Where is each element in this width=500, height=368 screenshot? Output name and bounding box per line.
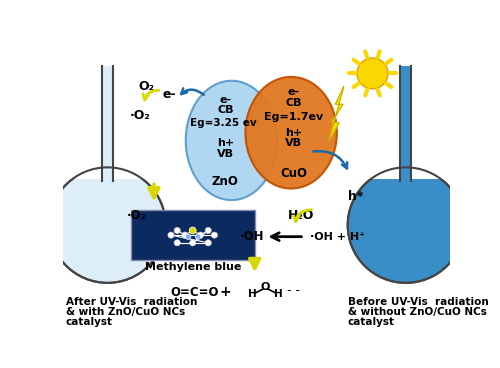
Circle shape xyxy=(212,232,218,238)
Bar xyxy=(346,106,466,179)
Text: catalyst: catalyst xyxy=(66,317,112,327)
Text: VB: VB xyxy=(217,149,234,159)
Bar xyxy=(48,106,167,179)
Circle shape xyxy=(174,240,180,246)
Text: e-: e- xyxy=(288,87,300,97)
Text: O: O xyxy=(261,283,270,293)
Circle shape xyxy=(189,227,196,234)
Text: - -: - - xyxy=(287,284,300,297)
Text: & with ZnO/CuO NCs: & with ZnO/CuO NCs xyxy=(66,307,185,317)
Text: h+: h+ xyxy=(285,128,302,138)
Circle shape xyxy=(205,240,212,246)
Circle shape xyxy=(190,227,196,234)
Text: Eg=1.7ev: Eg=1.7ev xyxy=(264,112,323,121)
Text: ZnO: ZnO xyxy=(212,175,238,188)
Text: O₂: O₂ xyxy=(138,80,154,93)
Circle shape xyxy=(198,232,203,238)
Circle shape xyxy=(348,167,464,283)
Text: Methylene blue: Methylene blue xyxy=(144,262,241,272)
Text: CB: CB xyxy=(285,98,302,108)
Text: e-: e- xyxy=(219,95,232,105)
Text: H: H xyxy=(274,289,283,299)
Circle shape xyxy=(190,240,196,246)
Text: H₂O: H₂O xyxy=(288,209,314,222)
Text: O=C=O: O=C=O xyxy=(170,286,218,298)
Text: CB: CB xyxy=(217,105,234,114)
Text: CuO: CuO xyxy=(280,167,307,180)
Ellipse shape xyxy=(246,77,337,188)
Text: Before UV-Vis  radiation: Before UV-Vis radiation xyxy=(348,297,488,307)
Circle shape xyxy=(205,227,212,234)
Text: ·O₂: ·O₂ xyxy=(130,109,150,121)
Text: catalyst: catalyst xyxy=(348,317,395,327)
Text: After UV-Vis  radiation: After UV-Vis radiation xyxy=(66,297,197,307)
Circle shape xyxy=(186,234,191,239)
Text: H: H xyxy=(248,289,257,299)
Text: & without ZnO/CuO NCs: & without ZnO/CuO NCs xyxy=(348,307,486,317)
Circle shape xyxy=(182,232,188,238)
Circle shape xyxy=(196,234,201,239)
Text: e-: e- xyxy=(162,88,176,101)
Text: ·O₂: ·O₂ xyxy=(127,209,147,222)
Bar xyxy=(102,66,113,181)
Text: h+: h+ xyxy=(216,138,234,148)
Ellipse shape xyxy=(186,81,277,200)
Text: ·OH: ·OH xyxy=(240,230,264,243)
Text: VB: VB xyxy=(285,138,302,148)
Bar xyxy=(130,210,254,260)
Text: +: + xyxy=(220,285,231,299)
Polygon shape xyxy=(329,86,344,141)
Bar xyxy=(401,66,410,181)
Circle shape xyxy=(50,167,166,283)
Circle shape xyxy=(357,58,388,89)
Text: Eg=3.25 ev: Eg=3.25 ev xyxy=(190,118,257,128)
Text: ·OH + H⁺: ·OH + H⁺ xyxy=(310,232,365,242)
Text: h*: h* xyxy=(348,190,363,203)
Circle shape xyxy=(174,227,180,234)
Circle shape xyxy=(168,232,174,238)
